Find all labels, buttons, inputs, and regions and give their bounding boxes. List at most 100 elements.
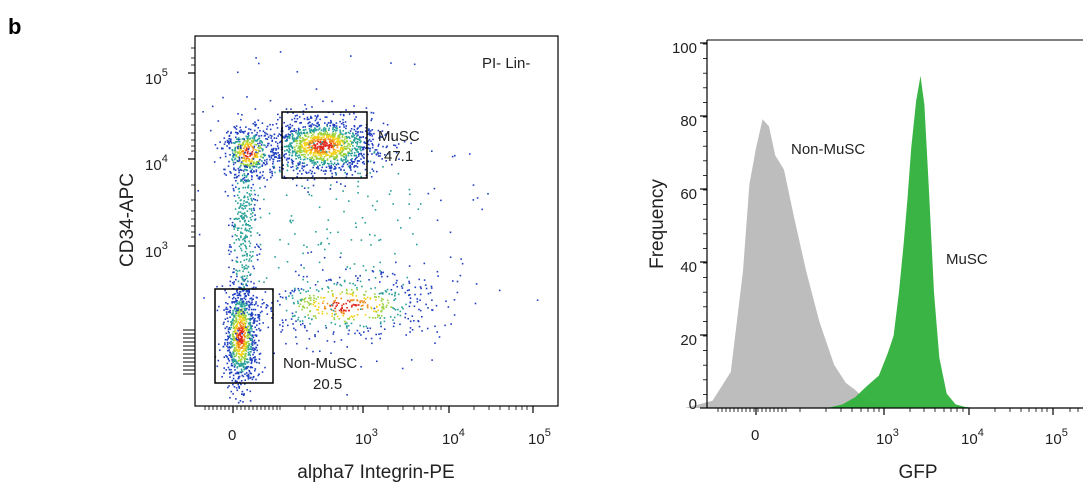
- event-dot: [321, 142, 324, 144]
- event-dot: [289, 220, 291, 222]
- event-dot: [235, 335, 238, 337]
- event-dot: [369, 160, 372, 163]
- event-dot: [259, 352, 262, 355]
- event-dot: [241, 327, 243, 329]
- event-dot: [303, 165, 306, 167]
- event-dot: [355, 149, 358, 152]
- event-dot: [343, 279, 346, 282]
- event-dot: [349, 316, 351, 319]
- event-dot: [360, 175, 362, 178]
- event-dot: [303, 132, 306, 134]
- event-dot: [357, 155, 360, 157]
- event-dot: [232, 161, 235, 164]
- event-dot: [330, 154, 333, 156]
- event-dot: [230, 140, 232, 143]
- event-dot: [371, 270, 374, 272]
- event-dot: [232, 351, 234, 353]
- event-dot: [259, 216, 262, 219]
- event-dot: [364, 222, 367, 224]
- event-dot: [303, 138, 306, 141]
- event-dot: [234, 152, 236, 154]
- event-dot: [320, 142, 323, 144]
- event-dot: [328, 129, 330, 131]
- event-dot: [261, 303, 264, 305]
- event-dot: [343, 162, 346, 164]
- event-dot: [317, 166, 319, 169]
- event-dot: [365, 107, 368, 109]
- event-dot: [243, 365, 245, 368]
- event-dot: [227, 141, 229, 143]
- event-dot: [239, 148, 242, 150]
- event-dot: [249, 358, 252, 361]
- event-dot: [278, 166, 281, 169]
- event-dot: [238, 332, 241, 334]
- event-dot: [371, 168, 374, 170]
- event-dot: [355, 133, 357, 135]
- event-dot: [312, 128, 315, 131]
- event-dot: [336, 129, 338, 132]
- event-dot: [319, 156, 322, 159]
- event-dot: [326, 144, 329, 147]
- event-dot: [324, 122, 326, 124]
- event-dot: [354, 138, 356, 140]
- event-dot: [244, 332, 246, 334]
- event-dot: [245, 308, 247, 310]
- event-dot: [362, 325, 365, 328]
- event-dot: [234, 151, 237, 153]
- event-dot: [236, 333, 238, 336]
- event-dot: [374, 234, 376, 237]
- event-dot: [224, 152, 227, 155]
- event-dot: [332, 293, 334, 295]
- event-dot: [395, 261, 397, 264]
- event-dot: [293, 137, 296, 139]
- event-dot: [331, 290, 333, 292]
- event-dot: [342, 149, 345, 151]
- event-dot: [251, 366, 254, 369]
- event-dot: [248, 158, 251, 160]
- event-dot: [242, 375, 245, 378]
- event-dot: [341, 165, 344, 168]
- event-dot: [299, 299, 302, 301]
- event-dot: [356, 145, 358, 147]
- event-dot: [254, 359, 256, 362]
- event-dot: [242, 181, 245, 183]
- event-dot: [245, 146, 248, 149]
- event-dot: [353, 134, 355, 137]
- event-dot: [244, 317, 246, 319]
- event-dot: [244, 352, 247, 355]
- event-dot: [287, 165, 289, 167]
- event-dot: [255, 334, 258, 337]
- event-dot: [338, 138, 340, 140]
- event-dot: [238, 171, 240, 174]
- event-dot: [236, 345, 238, 347]
- event-dot: [314, 300, 317, 303]
- event-dot: [236, 323, 238, 326]
- event-dot: [308, 297, 311, 300]
- event-dot: [379, 238, 382, 241]
- event-dot: [309, 310, 312, 312]
- event-dot: [300, 131, 302, 134]
- event-dot: [301, 141, 303, 143]
- event-dot: [307, 154, 309, 156]
- event-dot: [451, 155, 454, 158]
- event-dot: [253, 339, 256, 342]
- event-dot: [297, 131, 300, 134]
- event-dot: [288, 128, 290, 131]
- event-dot: [365, 269, 367, 272]
- event-dot: [233, 336, 235, 338]
- event-dot: [378, 143, 380, 146]
- event-dot: [472, 184, 475, 186]
- event-dot: [314, 335, 316, 338]
- event-dot: [316, 308, 318, 311]
- event-dot: [368, 129, 370, 131]
- event-dot: [282, 164, 284, 166]
- event-dot: [309, 303, 312, 305]
- event-dot: [404, 312, 407, 315]
- event-dot: [237, 297, 239, 299]
- event-dot: [339, 148, 342, 151]
- event-dot: [386, 124, 389, 126]
- event-dot: [246, 362, 249, 364]
- event-dot: [254, 317, 256, 320]
- event-dot: [234, 328, 236, 330]
- event-dot: [341, 139, 344, 142]
